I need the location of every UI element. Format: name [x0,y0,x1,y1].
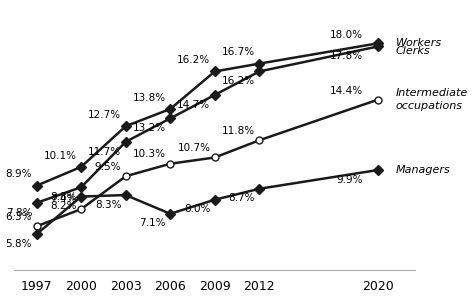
Text: 12.7%: 12.7% [88,110,121,120]
Text: 5.8%: 5.8% [6,239,32,249]
Text: 13.8%: 13.8% [133,93,166,103]
Text: Workers: Workers [396,38,442,48]
Text: 8.9%: 8.9% [6,169,32,179]
Text: 13.2%: 13.2% [133,123,166,133]
Text: 6.3%: 6.3% [6,212,32,222]
Text: 9.5%: 9.5% [95,162,121,172]
Text: 10.7%: 10.7% [177,143,210,153]
Text: 16.2%: 16.2% [222,76,255,86]
Text: 17.8%: 17.8% [330,51,363,61]
Text: Managers: Managers [396,165,451,175]
Text: 8.2%: 8.2% [50,201,77,211]
Text: 11.7%: 11.7% [88,146,121,157]
Text: 10.1%: 10.1% [44,151,77,161]
Text: 7.8%: 7.8% [6,208,32,217]
Text: 7.4%: 7.4% [50,195,77,204]
Text: 18.0%: 18.0% [330,30,363,40]
Text: Clerks: Clerks [396,46,430,56]
Text: Intermediate
occupations: Intermediate occupations [396,89,468,111]
Text: 9.9%: 9.9% [337,175,363,185]
Text: 11.8%: 11.8% [222,126,255,135]
Text: 16.2%: 16.2% [177,55,210,65]
Text: 8.3%: 8.3% [95,200,121,210]
Text: 8.7%: 8.7% [228,193,255,203]
Text: 7.1%: 7.1% [139,219,166,228]
Text: 14.7%: 14.7% [177,99,210,110]
Text: 10.3%: 10.3% [133,149,166,159]
Text: 8.0%: 8.0% [184,204,210,214]
Text: 16.7%: 16.7% [222,47,255,57]
Text: 14.4%: 14.4% [330,86,363,97]
Text: 8.8%: 8.8% [50,192,77,202]
